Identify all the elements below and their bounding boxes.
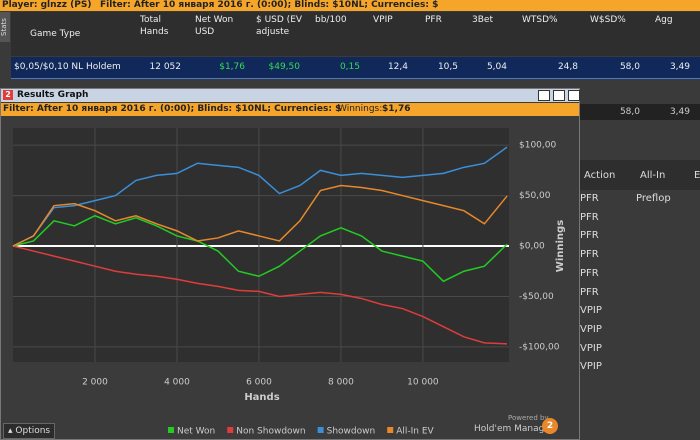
side-cell: VPIP (580, 305, 602, 317)
side-cell: PFR (580, 211, 599, 223)
legend-label: Net Won (177, 427, 215, 437)
y-axis-title: Winnings (555, 220, 566, 272)
side-header: E (694, 170, 700, 181)
column-header[interactable]: Total Hands (140, 15, 169, 37)
x-tick-label: 4 000 (164, 378, 190, 388)
column-header[interactable]: bb/100 (315, 15, 347, 25)
series-line (12, 245, 508, 345)
side-cell: PFR (580, 286, 599, 298)
y-tick-label: $100,00 (519, 141, 556, 151)
cell: 10,5 (437, 62, 458, 72)
side-header: Action (584, 170, 616, 181)
column-header[interactable]: $ USD (EV adjuste (256, 15, 303, 37)
cell: 5,04 (486, 62, 507, 72)
x-tick-label: 6 000 (246, 378, 272, 388)
side-row (580, 104, 700, 120)
y-tick-label: -$50,00 (519, 292, 554, 302)
legend-label: All-In EV (396, 427, 434, 437)
series-line (12, 214, 508, 283)
column-header[interactable]: Net Won USD (195, 15, 234, 37)
plot-area (13, 128, 509, 362)
options-button[interactable]: ▴ Options (3, 423, 56, 439)
brand: Hold'em Manager (474, 424, 554, 434)
legend-swatch (387, 427, 394, 433)
player: Player: glnzz (PS) (2, 0, 92, 10)
column-header[interactable]: WTSD% (522, 15, 558, 25)
y-tick-label: $50,00 (519, 191, 551, 201)
series-line (12, 146, 508, 247)
legend-label: Non Showdown (236, 427, 305, 437)
winnings: $1,76 (382, 104, 411, 114)
side-cell: PFR (580, 193, 599, 204)
cell: $0,05/$0,10 NL Holdem (14, 62, 121, 72)
winnings-label: Winnings: (338, 104, 383, 114)
cell: 3,49 (669, 62, 690, 72)
table-header (11, 12, 700, 56)
y-tick-label: $0,00 (519, 242, 545, 252)
cell: $49,50 (268, 62, 301, 72)
column-header[interactable]: VPIP (373, 15, 393, 25)
top-bar (0, 0, 700, 11)
column-header[interactable]: 3Bet (472, 15, 493, 25)
legend-swatch (227, 427, 234, 433)
legend-swatch (317, 427, 324, 433)
side-cell: VPIP (580, 361, 602, 373)
filter: Filter: After 10 января 2016 г. (0:00); … (100, 0, 439, 10)
column-header[interactable]: Game Type (30, 29, 81, 39)
side-cell: VPIP (580, 342, 602, 354)
side-header: All-In (640, 170, 666, 181)
window-title: Results Graph (17, 90, 89, 100)
side-cell: 3,49 (669, 107, 690, 117)
column-header[interactable]: Agg (655, 15, 673, 25)
series-line (12, 184, 508, 247)
cell: 58,0 (619, 62, 640, 72)
x-tick-label: 8 000 (328, 378, 354, 388)
side-cell: VPIP (580, 323, 602, 335)
window-filter: Filter: After 10 января 2016 г. (0:00); … (3, 104, 342, 114)
table-row[interactable] (11, 57, 700, 79)
powered-by: Powered by (508, 414, 549, 422)
x-tick-label: 10 000 (407, 378, 439, 388)
side-cell: PFR (580, 249, 599, 261)
options-label[interactable]: Options (15, 426, 51, 436)
column-header[interactable]: W$SD% (590, 15, 626, 25)
filter-bar (1, 103, 579, 116)
window-controls[interactable] (538, 90, 580, 101)
y-tick-label: -$100,00 (519, 342, 560, 352)
cell: $1,76 (219, 62, 245, 72)
title-bar (1, 89, 579, 102)
legend-label: Showdown (327, 427, 376, 437)
side-cell: PFR (580, 230, 599, 242)
app-icon: 2 (3, 90, 13, 100)
side-cell: 58,0 (619, 107, 640, 117)
cell: 12 052 (149, 62, 182, 72)
side-header (580, 160, 700, 190)
cell: 12,4 (387, 62, 408, 72)
x-axis-title: Hands (244, 392, 279, 403)
cell: 24,8 (557, 62, 578, 72)
side-cell: Preflop (636, 193, 671, 204)
side-cell: PFR (580, 267, 599, 279)
cell: 0,15 (339, 62, 360, 72)
legend-swatch (168, 427, 174, 433)
x-tick-label: 2 000 (82, 378, 108, 388)
column-header[interactable]: PFR (425, 15, 442, 25)
brand-logo: 2 (542, 418, 558, 434)
